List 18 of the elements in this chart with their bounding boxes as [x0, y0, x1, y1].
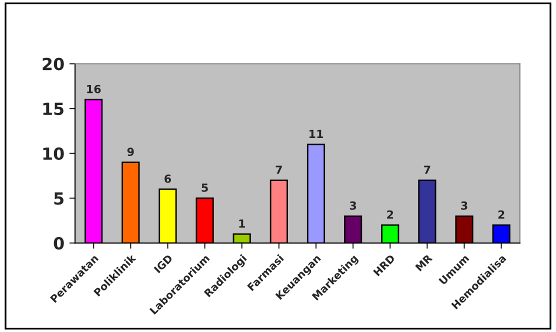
y-tick-label: 10 [43, 147, 64, 160]
data-label: 3 [461, 201, 468, 210]
data-label: 1 [239, 219, 245, 228]
data-label: 9 [127, 148, 134, 156]
y-tick-label: 20 [42, 58, 64, 70]
y-tick-label: 0 [54, 236, 64, 250]
data-label: 7 [276, 166, 282, 174]
x-tick-label: MR [415, 254, 433, 272]
data-label: 2 [498, 210, 504, 219]
data-label: 7 [424, 166, 430, 174]
data-label: 11 [310, 130, 323, 138]
data-label: 16 [87, 84, 101, 94]
data-label: 6 [164, 174, 171, 183]
y-tick-label: 5 [54, 192, 64, 205]
y-tick-label: 15 [43, 102, 64, 116]
data-label: 2 [387, 210, 394, 219]
data-label: 5 [202, 184, 208, 192]
data-label: 3 [350, 201, 356, 210]
